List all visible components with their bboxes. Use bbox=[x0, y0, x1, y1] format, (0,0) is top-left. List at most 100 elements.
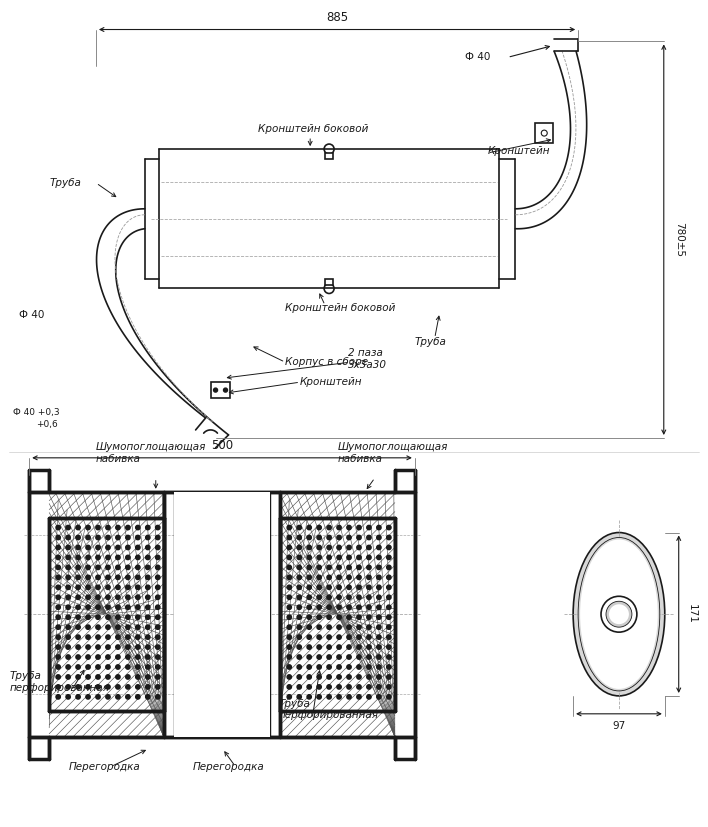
Circle shape bbox=[327, 625, 331, 629]
Circle shape bbox=[347, 555, 351, 560]
Circle shape bbox=[96, 625, 101, 629]
Circle shape bbox=[287, 565, 292, 570]
Circle shape bbox=[377, 625, 381, 629]
Circle shape bbox=[307, 655, 312, 659]
Circle shape bbox=[86, 615, 90, 619]
Circle shape bbox=[115, 605, 120, 609]
Circle shape bbox=[317, 605, 321, 609]
Circle shape bbox=[115, 565, 120, 570]
Circle shape bbox=[367, 635, 371, 639]
Bar bbox=[210, 382, 231, 398]
Circle shape bbox=[136, 645, 140, 649]
Text: Кронштейн: Кронштейн bbox=[488, 146, 550, 156]
Circle shape bbox=[317, 665, 321, 669]
Circle shape bbox=[86, 545, 90, 550]
Text: Ф 40: Ф 40 bbox=[464, 52, 490, 62]
Circle shape bbox=[105, 605, 110, 609]
Circle shape bbox=[105, 575, 110, 580]
Circle shape bbox=[317, 695, 321, 699]
Circle shape bbox=[347, 635, 351, 639]
Circle shape bbox=[156, 625, 160, 629]
Circle shape bbox=[297, 575, 302, 580]
Circle shape bbox=[317, 575, 321, 580]
Circle shape bbox=[297, 625, 302, 629]
Circle shape bbox=[126, 545, 130, 550]
Text: Перегородкa: Перегородкa bbox=[193, 762, 264, 772]
Circle shape bbox=[86, 575, 90, 580]
Ellipse shape bbox=[573, 533, 665, 696]
Circle shape bbox=[105, 635, 110, 639]
Circle shape bbox=[337, 665, 341, 669]
Circle shape bbox=[377, 665, 381, 669]
Circle shape bbox=[136, 586, 140, 590]
Circle shape bbox=[337, 555, 341, 560]
Circle shape bbox=[377, 685, 381, 689]
Circle shape bbox=[287, 586, 292, 590]
Circle shape bbox=[96, 535, 101, 540]
Circle shape bbox=[146, 565, 150, 570]
Circle shape bbox=[126, 675, 130, 679]
Circle shape bbox=[136, 575, 140, 580]
Circle shape bbox=[146, 605, 150, 609]
Circle shape bbox=[317, 565, 321, 570]
Circle shape bbox=[357, 545, 361, 550]
Circle shape bbox=[126, 605, 130, 609]
Circle shape bbox=[56, 525, 60, 530]
Circle shape bbox=[76, 555, 80, 560]
Circle shape bbox=[86, 655, 90, 659]
Circle shape bbox=[347, 565, 351, 570]
Text: Труба
перфорированная: Труба перфорированная bbox=[9, 671, 109, 692]
Text: Кронштейн боковой: Кронштейн боковой bbox=[258, 124, 369, 134]
Circle shape bbox=[367, 525, 371, 530]
Circle shape bbox=[367, 695, 371, 699]
Circle shape bbox=[357, 685, 361, 689]
Circle shape bbox=[357, 555, 361, 560]
Text: +0,6: +0,6 bbox=[36, 420, 58, 429]
Circle shape bbox=[105, 525, 110, 530]
Circle shape bbox=[105, 685, 110, 689]
Circle shape bbox=[377, 645, 381, 649]
Circle shape bbox=[96, 655, 101, 659]
Circle shape bbox=[146, 655, 150, 659]
Circle shape bbox=[136, 625, 140, 629]
Circle shape bbox=[387, 635, 391, 639]
Circle shape bbox=[317, 625, 321, 629]
Circle shape bbox=[367, 565, 371, 570]
Circle shape bbox=[307, 605, 312, 609]
Circle shape bbox=[387, 655, 391, 659]
Circle shape bbox=[76, 535, 80, 540]
Circle shape bbox=[146, 665, 150, 669]
Circle shape bbox=[327, 545, 331, 550]
Text: 500: 500 bbox=[211, 439, 233, 452]
Circle shape bbox=[367, 605, 371, 609]
Circle shape bbox=[66, 635, 70, 639]
Circle shape bbox=[347, 525, 351, 530]
Circle shape bbox=[377, 695, 381, 699]
Circle shape bbox=[287, 695, 292, 699]
Circle shape bbox=[115, 645, 120, 649]
Text: Шумопоглощающая
набивка: Шумопоглощающая набивка bbox=[96, 442, 207, 464]
Circle shape bbox=[66, 535, 70, 540]
Ellipse shape bbox=[580, 539, 658, 689]
Circle shape bbox=[96, 695, 101, 699]
Circle shape bbox=[357, 675, 361, 679]
Circle shape bbox=[96, 545, 101, 550]
Circle shape bbox=[347, 675, 351, 679]
Circle shape bbox=[297, 595, 302, 600]
Circle shape bbox=[224, 388, 227, 392]
Circle shape bbox=[327, 645, 331, 649]
Text: Труба: Труба bbox=[49, 178, 81, 188]
Circle shape bbox=[297, 535, 302, 540]
Circle shape bbox=[287, 555, 292, 560]
Ellipse shape bbox=[578, 538, 660, 691]
Circle shape bbox=[307, 665, 312, 669]
Circle shape bbox=[105, 675, 110, 679]
Circle shape bbox=[307, 675, 312, 679]
Circle shape bbox=[337, 655, 341, 659]
Circle shape bbox=[66, 545, 70, 550]
Circle shape bbox=[327, 595, 331, 600]
Circle shape bbox=[307, 625, 312, 629]
Circle shape bbox=[377, 535, 381, 540]
Bar bbox=[325, 153, 333, 159]
Circle shape bbox=[317, 525, 321, 530]
